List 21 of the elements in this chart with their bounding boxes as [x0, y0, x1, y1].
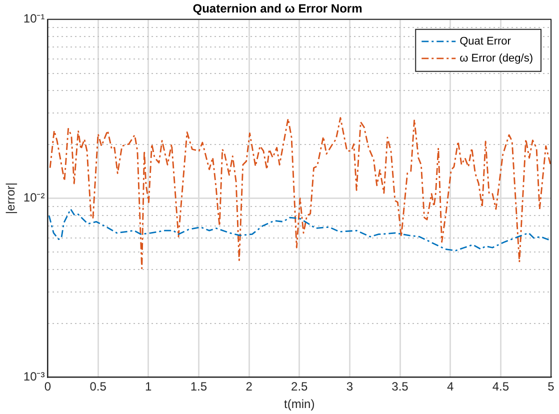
- legend-label: ω Error (deg/s): [460, 52, 534, 64]
- x-tick-label: 3.5: [392, 380, 409, 394]
- x-tick-label: 0.5: [90, 380, 107, 394]
- x-axis-title: t(min): [284, 397, 315, 412]
- x-tick-label: 1.5: [190, 380, 208, 394]
- x-tick-label: 5: [548, 380, 555, 394]
- chart-title: Quaternion and ω Error Norm: [192, 2, 362, 16]
- y-tick-label: 10⁻¹: [23, 12, 45, 26]
- y-axis-title: |error|: [4, 182, 18, 214]
- line-series: [48, 208, 551, 252]
- x-tick-label: 0: [44, 380, 52, 394]
- legend-label: Quat Error: [460, 35, 512, 48]
- line-series: [49, 117, 551, 270]
- x-tick-label: 4.5: [492, 380, 510, 394]
- x-tick-label: 2.5: [291, 380, 308, 394]
- x-tick-label: 4: [447, 380, 454, 394]
- x-tick-label: 2: [246, 380, 253, 394]
- y-tick-label: 10⁻²: [23, 190, 45, 205]
- x-tick-label: 3: [346, 380, 354, 394]
- y-tick-label: 10⁻³: [23, 370, 45, 384]
- x-tick-label: 1: [145, 380, 152, 394]
